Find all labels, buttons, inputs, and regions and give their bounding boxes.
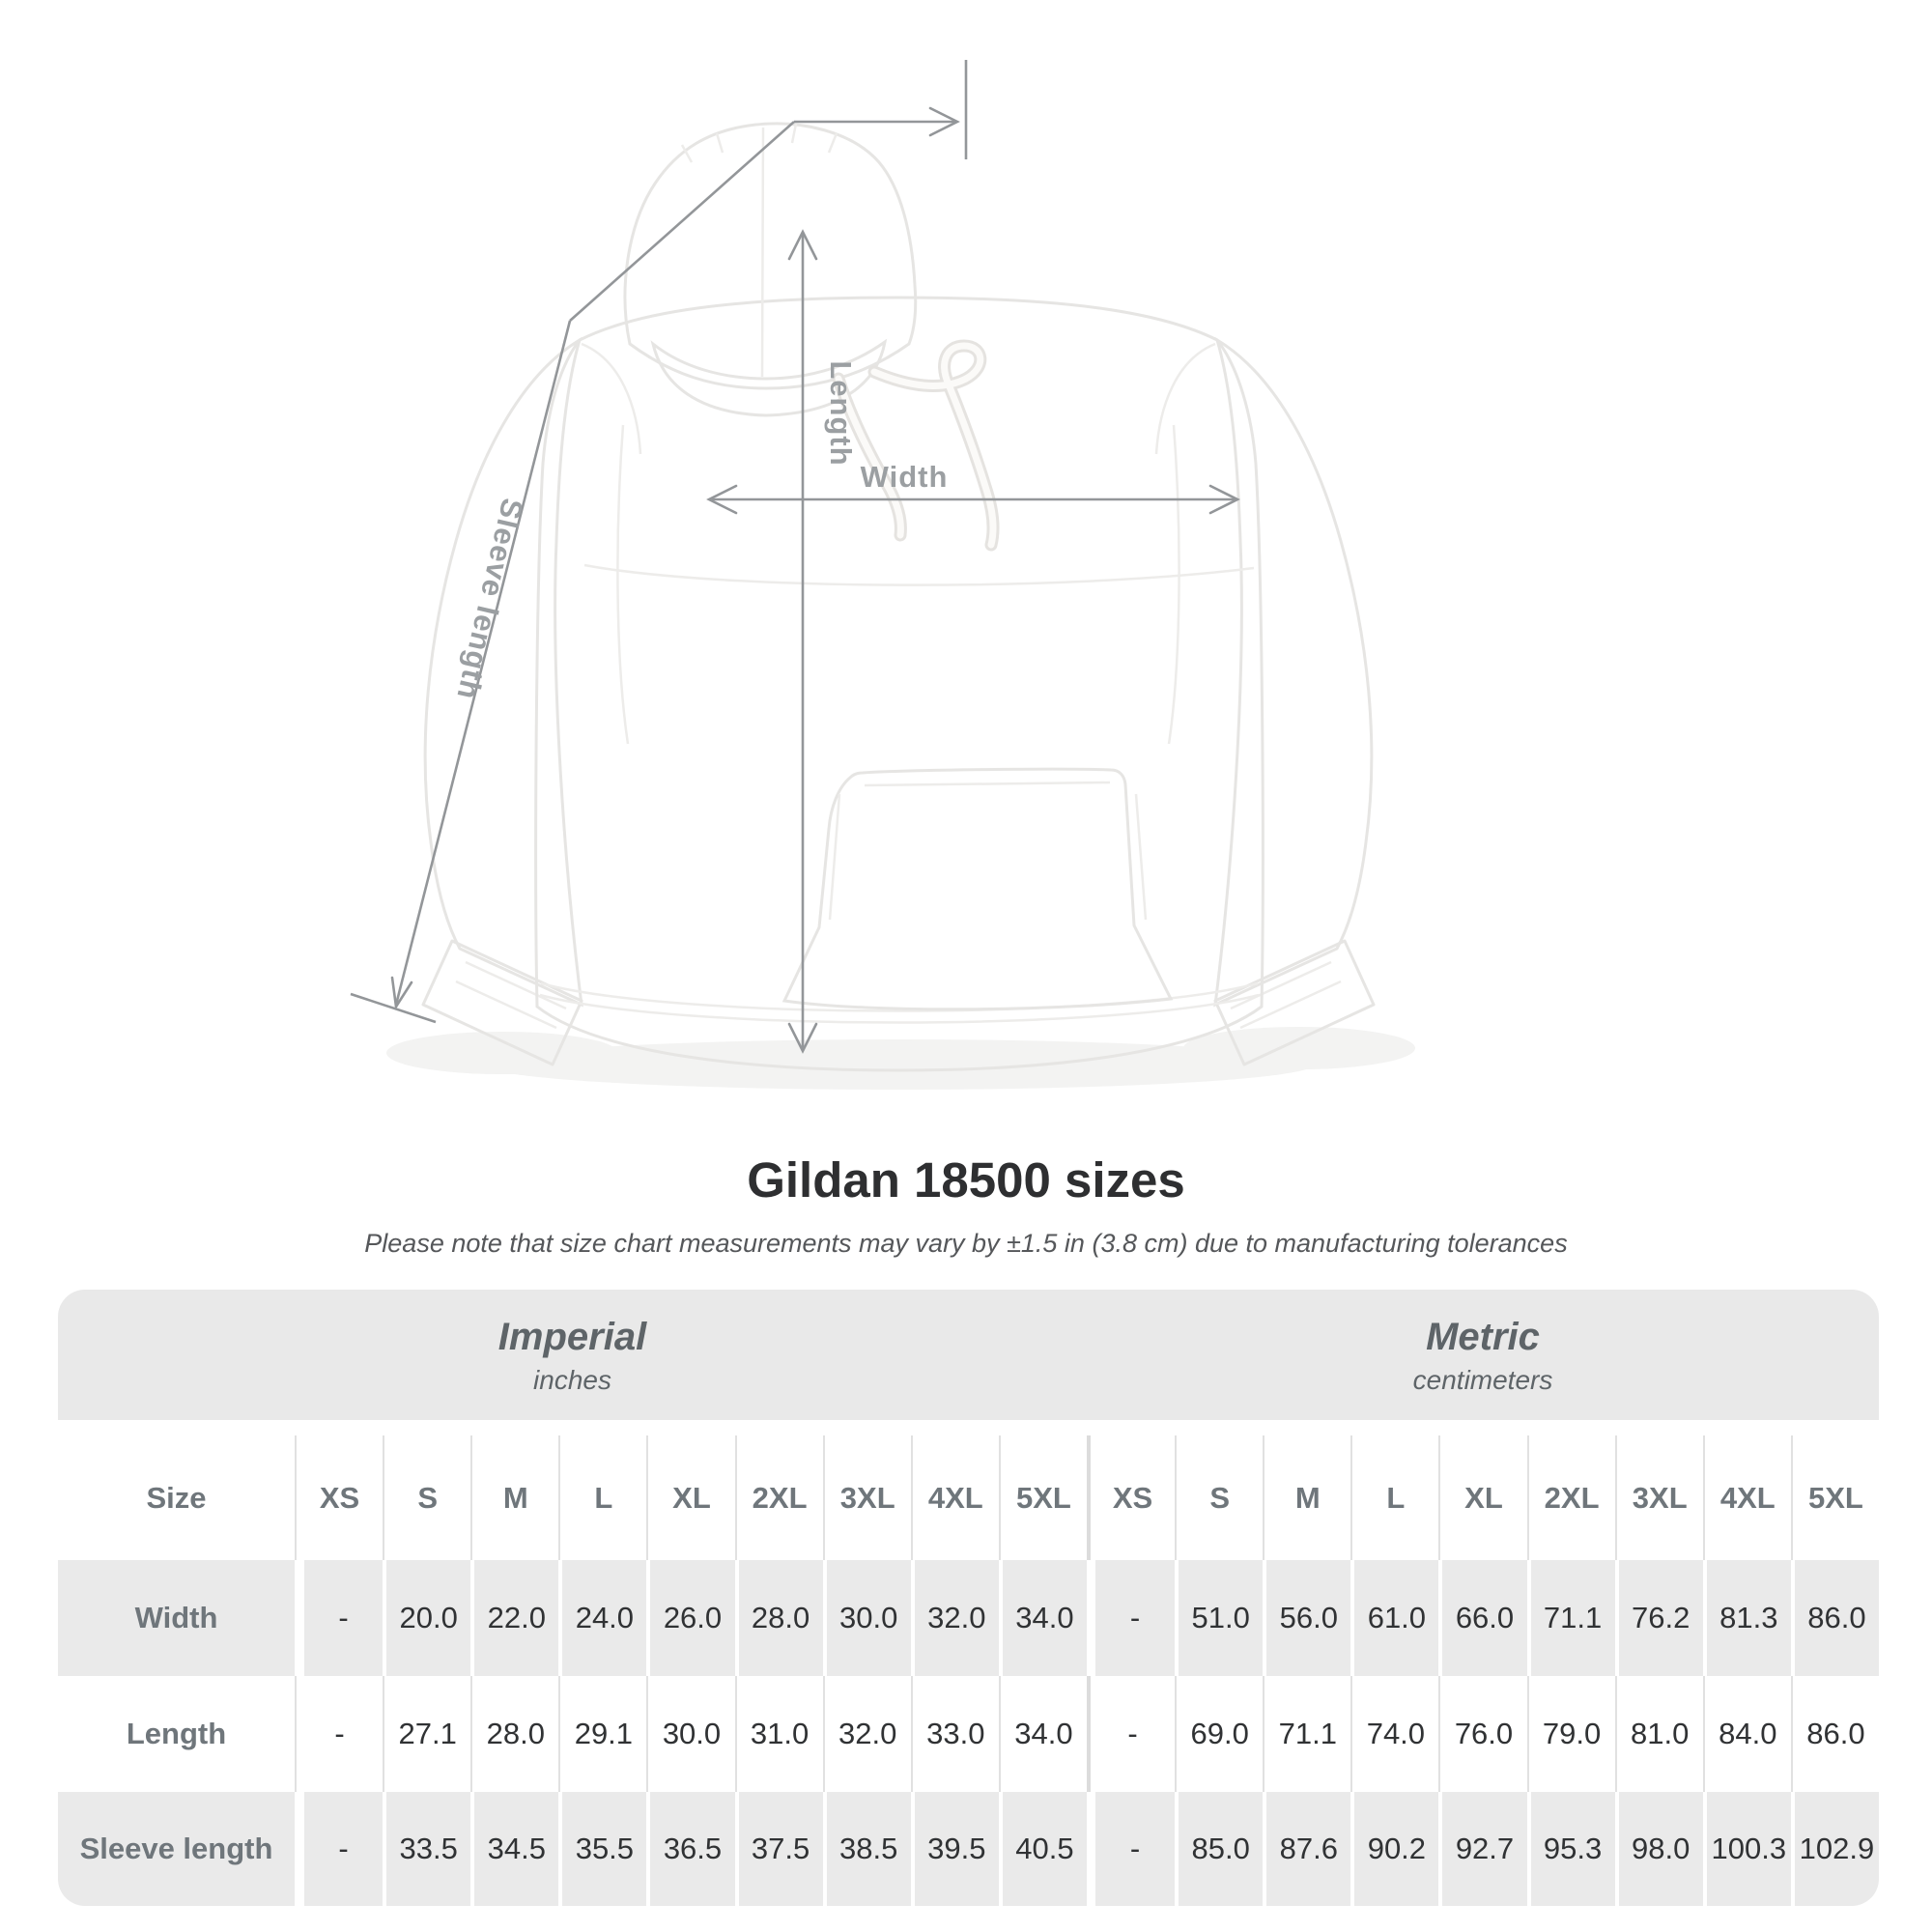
value-cell: 34.0 [998,1560,1087,1676]
value-cell: 71.1 [1263,1676,1351,1792]
value-cell: 102.9 [1790,1792,1879,1906]
value-cell: 37.5 [734,1792,823,1906]
value-cell: 90.2 [1350,1792,1439,1906]
value-cell: 26.0 [646,1560,735,1676]
measurement-row: Width -20.0 22.0 24.0 26.0 28.0 30.0 32.0 34.0-5… [58,1560,1879,1676]
value-cell: 87.6 [1263,1792,1351,1906]
value-cell: 66.0 [1438,1560,1527,1676]
size-header-cell: 5XL [998,1435,1087,1560]
measurement-annotations: Sleeve length Length Width [350,60,1240,1054]
size-header-cell: 3XL [822,1435,911,1560]
value-cell: 39.5 [910,1792,999,1906]
hoodie-illustration [421,122,1376,1072]
value-cell: 20.0 [383,1560,471,1676]
size-header-cell: S [1175,1435,1264,1560]
size-header-row: Size XS S M L XL 2XL 3XL 4XL 5XL XS S M L XL 2XL 3XL 4XL 5… [58,1435,1879,1560]
size-header-cell: 3XL [1614,1435,1703,1560]
value-cell: 29.1 [558,1676,647,1792]
size-header-cell: L [1350,1435,1439,1560]
value-cell: 30.0 [646,1676,735,1792]
size-header-cell: 4XL [1702,1435,1791,1560]
page-title: Gildan 18500 sizes [747,1152,1185,1208]
sleeve-length-label: Sleeve length [450,496,529,703]
size-header-cell: M [1263,1435,1351,1560]
hoodie-measurement-diagram: Sleeve length Length Width [350,60,1415,1090]
value-cell: 56.0 [1263,1560,1351,1676]
value-cell: 86.0 [1790,1676,1879,1792]
size-header-cell: L [558,1435,647,1560]
value-cell: 30.0 [822,1560,911,1676]
value-cell: 33.5 [383,1792,471,1906]
value-cell: 51.0 [1175,1560,1264,1676]
value-cell: 33.0 [910,1676,999,1792]
value-cell: 32.0 [822,1676,911,1792]
length-label: Length [824,360,858,466]
value-cell: 40.5 [998,1792,1087,1906]
value-cell: 81.3 [1702,1560,1791,1676]
value-cell: 28.0 [734,1560,823,1676]
row-label: Width [58,1560,295,1676]
value-cell: 27.1 [383,1676,471,1792]
value-cell: 86.0 [1790,1560,1879,1676]
size-header-cell: XL [1438,1435,1527,1560]
value-cell: - [1087,1676,1176,1792]
imperial-label: Imperial [497,1315,647,1358]
table-rows: Size XS S M L XL 2XL 3XL 4XL 5XL XS S M L XL 2XL 3XL 4XL 5… [58,1435,1879,1906]
value-cell: 84.0 [1702,1676,1791,1792]
value-cell: 28.0 [470,1676,559,1792]
value-cell: - [1087,1560,1176,1676]
imperial-sublabel: inches [533,1364,611,1395]
value-cell: 22.0 [470,1560,559,1676]
row-label: Sleeve length [58,1792,295,1906]
hood-drawstrings [832,339,1000,552]
value-cell: - [295,1792,384,1906]
measurement-row: Sleeve length -33.5 34.5 35.5 36.5 37.5 38.5 39… [58,1792,1879,1906]
value-cell: 98.0 [1614,1792,1703,1906]
value-cell: 35.5 [558,1792,647,1906]
measurement-row: Length -27.1 28.0 29.1 30.0 31.0 32.0 33.0 34.0-… [58,1676,1879,1792]
value-cell: 74.0 [1350,1676,1439,1792]
value-cell: 34.0 [998,1676,1087,1792]
metric-header: Metric centimeters [1087,1290,1879,1420]
size-header-cell: 5XL [1790,1435,1879,1560]
size-header-cell: 4XL [910,1435,999,1560]
value-cell: 81.0 [1614,1676,1703,1792]
metric-label: Metric [1426,1315,1540,1358]
value-cell: 92.7 [1438,1792,1527,1906]
value-cell: 61.0 [1350,1560,1439,1676]
unit-header-band: Imperial inches Metric centimeters [58,1290,1879,1420]
value-cell: - [1087,1792,1176,1906]
value-cell: 38.5 [822,1792,911,1906]
size-header-cell: XS [1087,1435,1176,1560]
width-label: Width [861,460,949,494]
row-label: Length [58,1676,295,1792]
value-cell: - [295,1560,384,1676]
value-cell: 85.0 [1175,1792,1264,1906]
size-header-cell: XS [295,1435,384,1560]
value-cell: 71.1 [1526,1560,1615,1676]
imperial-header: Imperial inches [58,1290,1087,1420]
size-header-cell: S [383,1435,471,1560]
value-cell: 24.0 [558,1560,647,1676]
value-cell: 31.0 [734,1676,823,1792]
size-column-header: Size [58,1435,295,1560]
size-header-cell: 2XL [1526,1435,1615,1560]
value-cell: 69.0 [1175,1676,1264,1792]
value-cell: 32.0 [910,1560,999,1676]
size-header-cell: 2XL [734,1435,823,1560]
metric-sublabel: centimeters [1412,1364,1553,1395]
value-cell: - [295,1676,384,1792]
value-cell: 79.0 [1526,1676,1615,1792]
value-cell: 100.3 [1702,1792,1791,1906]
tolerance-note: Please note that size chart measurements… [364,1229,1568,1258]
value-cell: 76.0 [1438,1676,1527,1792]
value-cell: 95.3 [1526,1792,1615,1906]
size-header-cell: XL [646,1435,735,1560]
value-cell: 36.5 [646,1792,735,1906]
value-cell: 76.2 [1614,1560,1703,1676]
size-table: Imperial inches Metric centimeters Size X… [58,1290,1879,1906]
size-header-cell: M [470,1435,559,1560]
value-cell: 34.5 [470,1792,559,1906]
